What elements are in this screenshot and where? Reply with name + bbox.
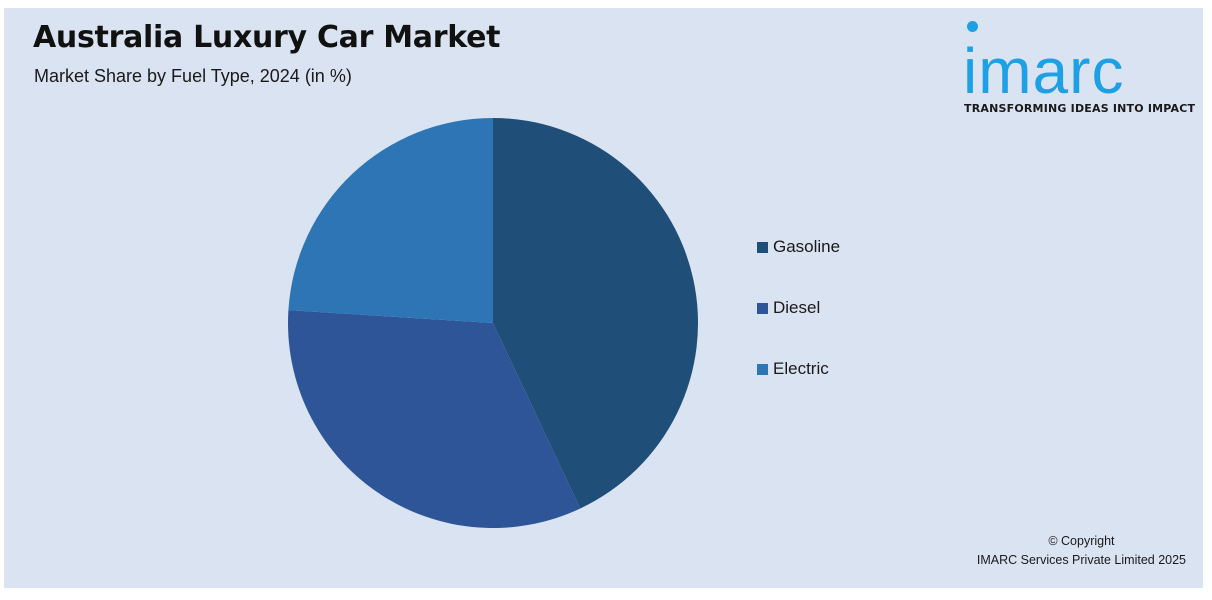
copyright-notice: © Copyright IMARC Services Private Limit… bbox=[977, 532, 1186, 570]
logo-dot-icon bbox=[967, 21, 978, 32]
pie-slice-electric bbox=[288, 118, 493, 323]
copyright-line-1: © Copyright bbox=[1048, 534, 1115, 548]
legend-label: Diesel bbox=[773, 298, 821, 317]
legend-item-gasoline: Gasoline bbox=[757, 236, 840, 258]
legend-swatch bbox=[757, 363, 768, 375]
pie-slice-gasoline bbox=[493, 118, 698, 509]
legend-label: Gasoline bbox=[773, 237, 841, 256]
logo-wordmark: imarc bbox=[963, 35, 1125, 107]
pie-slice-diesel bbox=[287, 310, 581, 528]
chart-title: Australia Luxury Car Market bbox=[33, 20, 501, 55]
pie-chart bbox=[287, 118, 698, 528]
copyright-line-2: IMARC Services Private Limited 2025 bbox=[976, 553, 1186, 567]
chart-legend: Gasoline Diesel Electric bbox=[757, 236, 840, 419]
logo-tagline: TRANSFORMING IDEAS INTO IMPACT bbox=[964, 102, 1196, 115]
pie-slices bbox=[287, 118, 698, 528]
legend-item-diesel: Diesel bbox=[757, 297, 840, 319]
imarc-logo: imarc TRANSFORMING IDEAS INTO IMPACT bbox=[958, 18, 1198, 122]
legend-item-electric: Electric bbox=[757, 358, 840, 380]
chart-subtitle: Market Share by Fuel Type, 2024 (in %) bbox=[34, 66, 352, 86]
legend-swatch bbox=[757, 241, 768, 253]
legend-swatch bbox=[757, 302, 768, 314]
legend-label: Electric bbox=[773, 359, 829, 378]
